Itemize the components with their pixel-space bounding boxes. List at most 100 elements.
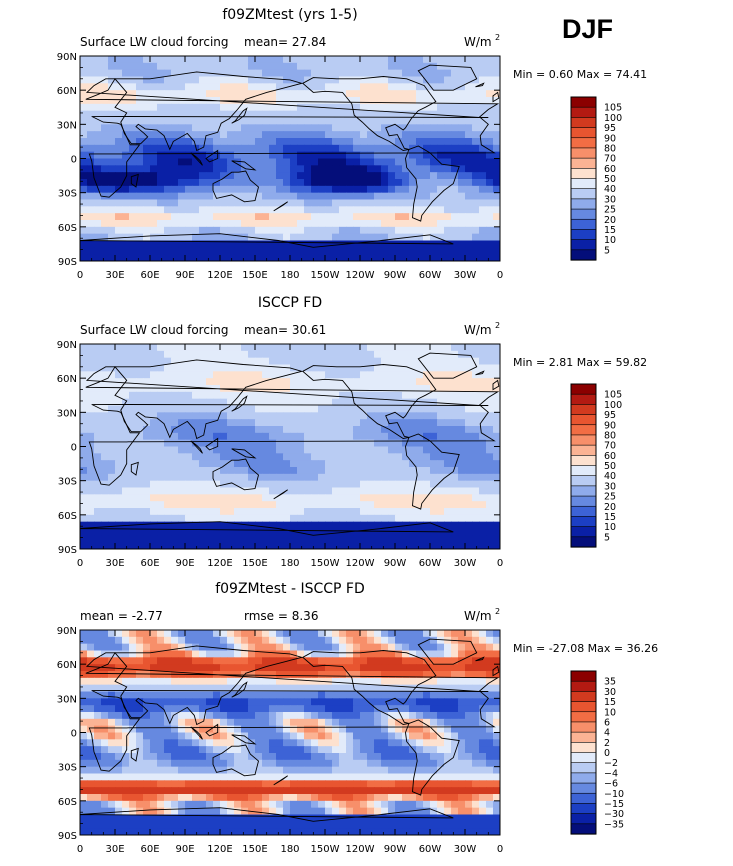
field-cell <box>395 514 403 523</box>
field-cell <box>374 226 382 235</box>
field-cell <box>360 432 368 441</box>
field-cell <box>360 501 368 509</box>
field-cell <box>367 398 375 407</box>
field-cell <box>80 158 88 166</box>
field-cell <box>80 508 88 516</box>
field-cell <box>185 439 193 448</box>
field-cell <box>479 412 487 420</box>
field-cell <box>157 528 165 536</box>
field-cell <box>339 650 347 658</box>
field-cell <box>101 69 109 78</box>
field-cell <box>262 412 270 420</box>
field-cell <box>374 220 382 228</box>
field-cell <box>493 419 500 427</box>
field-cell <box>360 213 368 221</box>
field-cell <box>248 446 256 454</box>
field-cell <box>332 671 340 679</box>
field-cell <box>178 746 186 754</box>
field-cell <box>367 206 375 214</box>
field-cell <box>304 521 312 530</box>
field-cell <box>339 213 347 221</box>
field-cell <box>444 501 452 509</box>
panel-title: f09ZMtest - ISCCP FD <box>215 581 365 597</box>
field-cell <box>199 698 207 706</box>
field-cell <box>395 439 403 448</box>
field-cell <box>171 165 179 173</box>
field-cell <box>241 630 249 638</box>
field-cell <box>276 467 284 475</box>
field-cell <box>332 636 340 645</box>
field-cell <box>94 419 102 427</box>
field-cell <box>94 391 102 400</box>
field-cell <box>290 487 298 495</box>
field-cell <box>87 636 95 645</box>
colorbar-label: 30 <box>604 481 616 492</box>
field-cell <box>472 117 480 125</box>
field-cell <box>80 542 88 549</box>
field-cell <box>192 453 200 461</box>
field-cell <box>150 240 158 248</box>
field-cell <box>108 521 116 530</box>
field-cell <box>290 467 298 475</box>
field-cell <box>150 158 158 166</box>
field-cell <box>213 199 221 207</box>
field-cell <box>255 117 263 125</box>
field-cell <box>353 439 361 448</box>
field-cell <box>311 718 319 727</box>
field-cell <box>395 185 403 194</box>
field-cell <box>430 240 438 248</box>
field-cell <box>143 494 151 502</box>
field-cell <box>318 419 326 427</box>
field-cell <box>381 677 389 686</box>
field-cell <box>178 364 186 372</box>
field-cell <box>416 535 424 543</box>
field-cell <box>493 732 500 740</box>
colorbar-label: 70 <box>604 154 616 165</box>
field-cell <box>297 746 305 754</box>
field-cell <box>297 364 305 372</box>
field-cell <box>87 131 95 139</box>
field-cell <box>276 192 284 201</box>
field-cell <box>234 501 242 509</box>
field-cell <box>248 144 256 153</box>
field-cell <box>199 344 207 352</box>
field-cell <box>262 732 270 740</box>
field-cell <box>444 535 452 543</box>
field-cell <box>311 199 319 207</box>
field-cell <box>94 371 102 379</box>
field-cell <box>388 698 396 706</box>
coastline <box>492 91 500 103</box>
field-cell <box>304 247 312 255</box>
field-cell <box>150 213 158 221</box>
field-cell <box>332 426 340 434</box>
field-cell <box>290 56 298 64</box>
field-cell <box>381 69 389 78</box>
field-cell <box>171 124 179 132</box>
field-cell <box>136 233 144 242</box>
field-cell <box>248 718 256 727</box>
field-cell <box>311 371 319 379</box>
field-cell <box>143 650 151 658</box>
field-cell <box>423 371 431 379</box>
field-cell <box>451 179 459 187</box>
field-cell <box>255 391 263 400</box>
field-cell <box>143 405 151 413</box>
field-cell <box>164 350 172 359</box>
field-cell <box>101 684 109 693</box>
field-cell <box>87 501 95 509</box>
field-cell <box>493 446 500 454</box>
field-cell <box>290 103 298 112</box>
field-cell <box>234 650 242 658</box>
field-cell <box>346 117 354 125</box>
field-cell <box>115 446 123 454</box>
field-cell <box>129 732 137 740</box>
field-cell <box>108 439 116 448</box>
field-cell <box>171 657 179 665</box>
field-cell <box>241 739 249 747</box>
field-cell <box>171 732 179 740</box>
field-cell <box>290 691 298 699</box>
field-cell <box>367 165 375 173</box>
field-cell <box>108 432 116 441</box>
field-cell <box>101 535 109 543</box>
field-cell <box>255 528 263 536</box>
